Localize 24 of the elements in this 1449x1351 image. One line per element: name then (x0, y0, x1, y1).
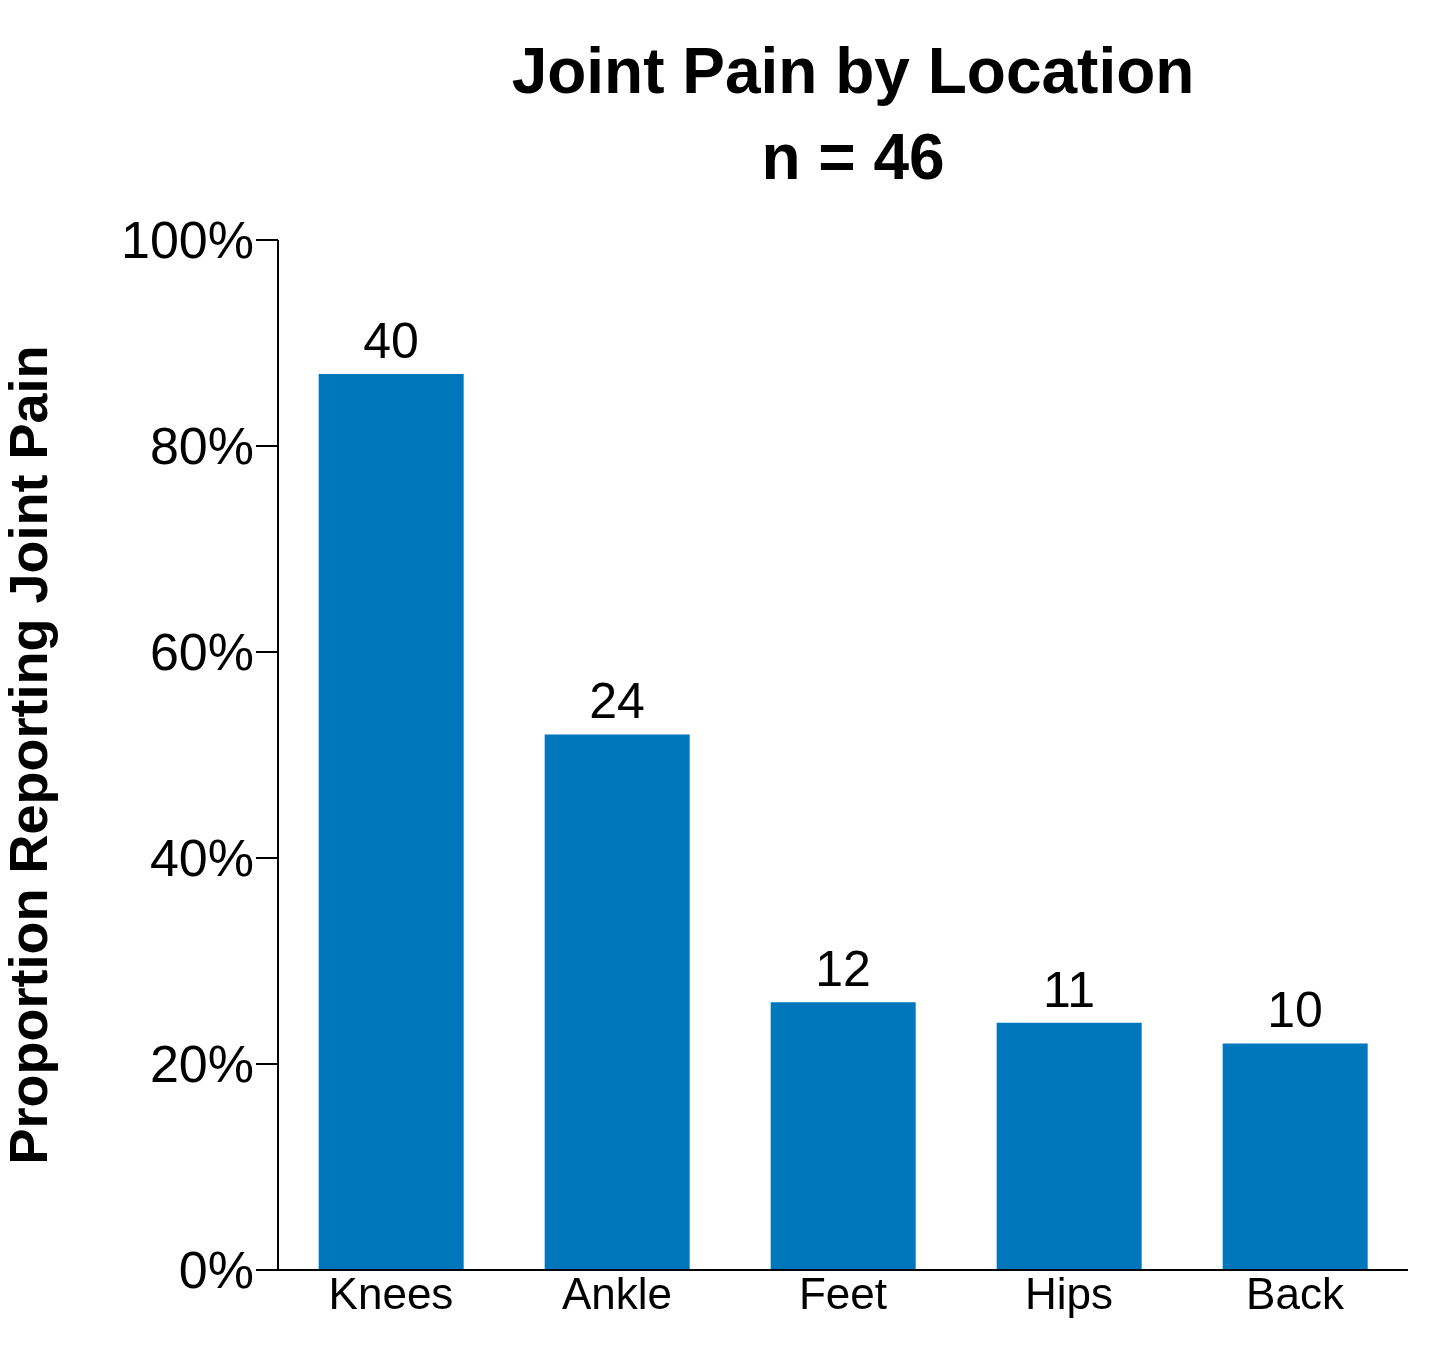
bar (770, 1002, 916, 1270)
annotation: 40 (363, 312, 419, 369)
y-tick-label: 100% (121, 211, 254, 270)
x-tick-label: Feet (798, 1269, 888, 1319)
bar (996, 1022, 1142, 1270)
chart-title: Joint Pain by Location (510, 34, 1196, 109)
y-tick-label: 20% (149, 1035, 254, 1094)
bar (318, 373, 464, 1270)
bar (1222, 1043, 1368, 1270)
bar (544, 734, 690, 1270)
annotation: 11 (1043, 961, 1095, 1018)
y-tick-label: 60% (149, 623, 254, 682)
annotation: 10 (1267, 982, 1323, 1039)
x-tick-label: Hips (1024, 1269, 1114, 1319)
y-tick-label: 0% (178, 1241, 254, 1300)
y-axis-title: Proportion Reporting Joint Pain (0, 345, 59, 1165)
y-tick-label: 80% (149, 417, 254, 476)
y-tick-label: 40% (149, 829, 254, 888)
x-tick-label: Knees (328, 1269, 454, 1319)
chart-subtitle: n = 46 (760, 120, 946, 195)
x-tick-label: Back (1246, 1269, 1345, 1319)
x-tick-label: Ankle (561, 1269, 673, 1319)
annotation: 12 (815, 941, 871, 998)
annotation: 24 (589, 673, 645, 730)
